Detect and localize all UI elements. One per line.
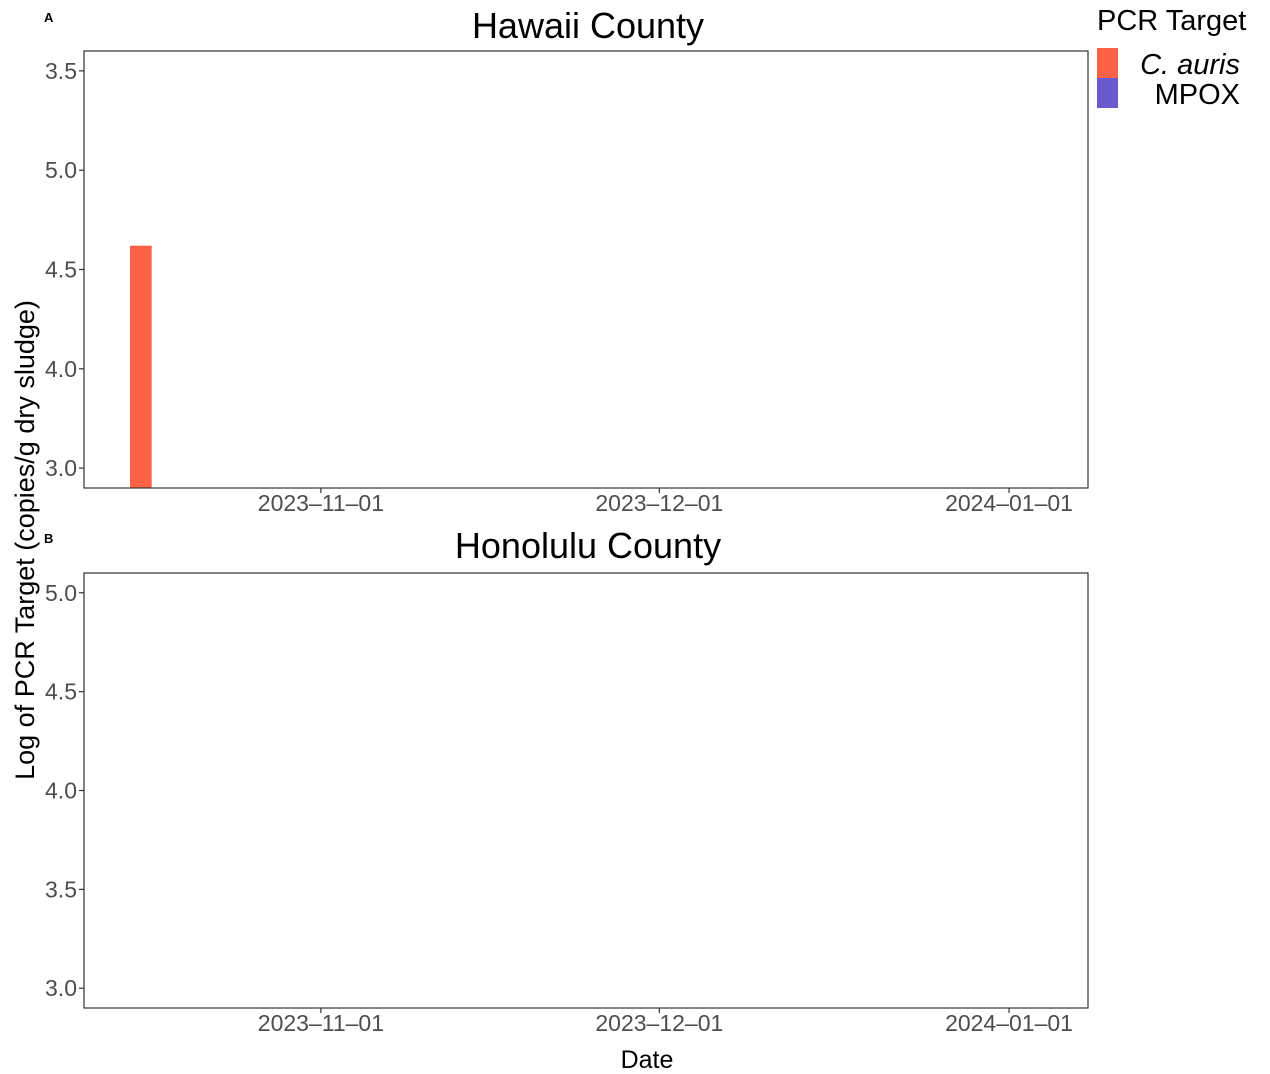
y-tick-label: 4.5 — [45, 679, 77, 705]
panel-hawaii: A Hawaii County 3.0 4.0 4.5 5.0 3.5 2023–11–01 2… — [44, 5, 1089, 516]
y-tick-label: 5.0 — [45, 157, 77, 183]
x-tick-label: 2023–11–01 — [258, 490, 384, 516]
panel-honolulu: B Honolulu County 3.0 3.5 4.0 4.5 5.0 2023–11–0… — [44, 525, 1089, 1036]
panel-border — [83, 50, 1089, 489]
x-tick-label: 2024–01–01 — [945, 490, 1073, 516]
y-tick-label: 3.0 — [45, 455, 77, 481]
legend-label: C. auris — [1140, 49, 1240, 81]
legend-swatch — [1097, 78, 1118, 108]
legend-swatch — [1097, 48, 1118, 78]
y-tick-label: 5.0 — [45, 580, 77, 606]
bars — [129, 245, 152, 488]
x-tick-label: 2024–01–01 — [945, 1010, 1073, 1036]
panel-title: Hawaii County — [472, 5, 704, 46]
y-tick-label: 4.0 — [45, 356, 77, 382]
x-tick-label: 2023–11–01 — [258, 1010, 384, 1036]
x-axis-label: Date — [621, 1046, 674, 1074]
panel-label: B — [44, 531, 53, 546]
x-tick-label: 2023–12–01 — [595, 490, 723, 516]
y-axis-label: Log of PCR Target (copies/g dry sludge) — [10, 300, 40, 780]
panel-label: A — [44, 10, 54, 25]
y-tick-label: 3.0 — [45, 975, 77, 1001]
y-tick-label: 4.0 — [45, 778, 77, 804]
legend-label: MPOX — [1155, 79, 1240, 111]
legend-title: PCR Target — [1097, 5, 1246, 37]
y-tick-label: 4.5 — [45, 257, 77, 283]
panel-border — [83, 572, 1089, 1009]
panel-title: Honolulu County — [455, 525, 721, 566]
bar — [129, 245, 152, 488]
y-tick-label: 3.5 — [45, 876, 77, 902]
x-tick-label: 2023–12–01 — [595, 1010, 723, 1036]
y-tick-label: 3.5 — [45, 58, 77, 84]
